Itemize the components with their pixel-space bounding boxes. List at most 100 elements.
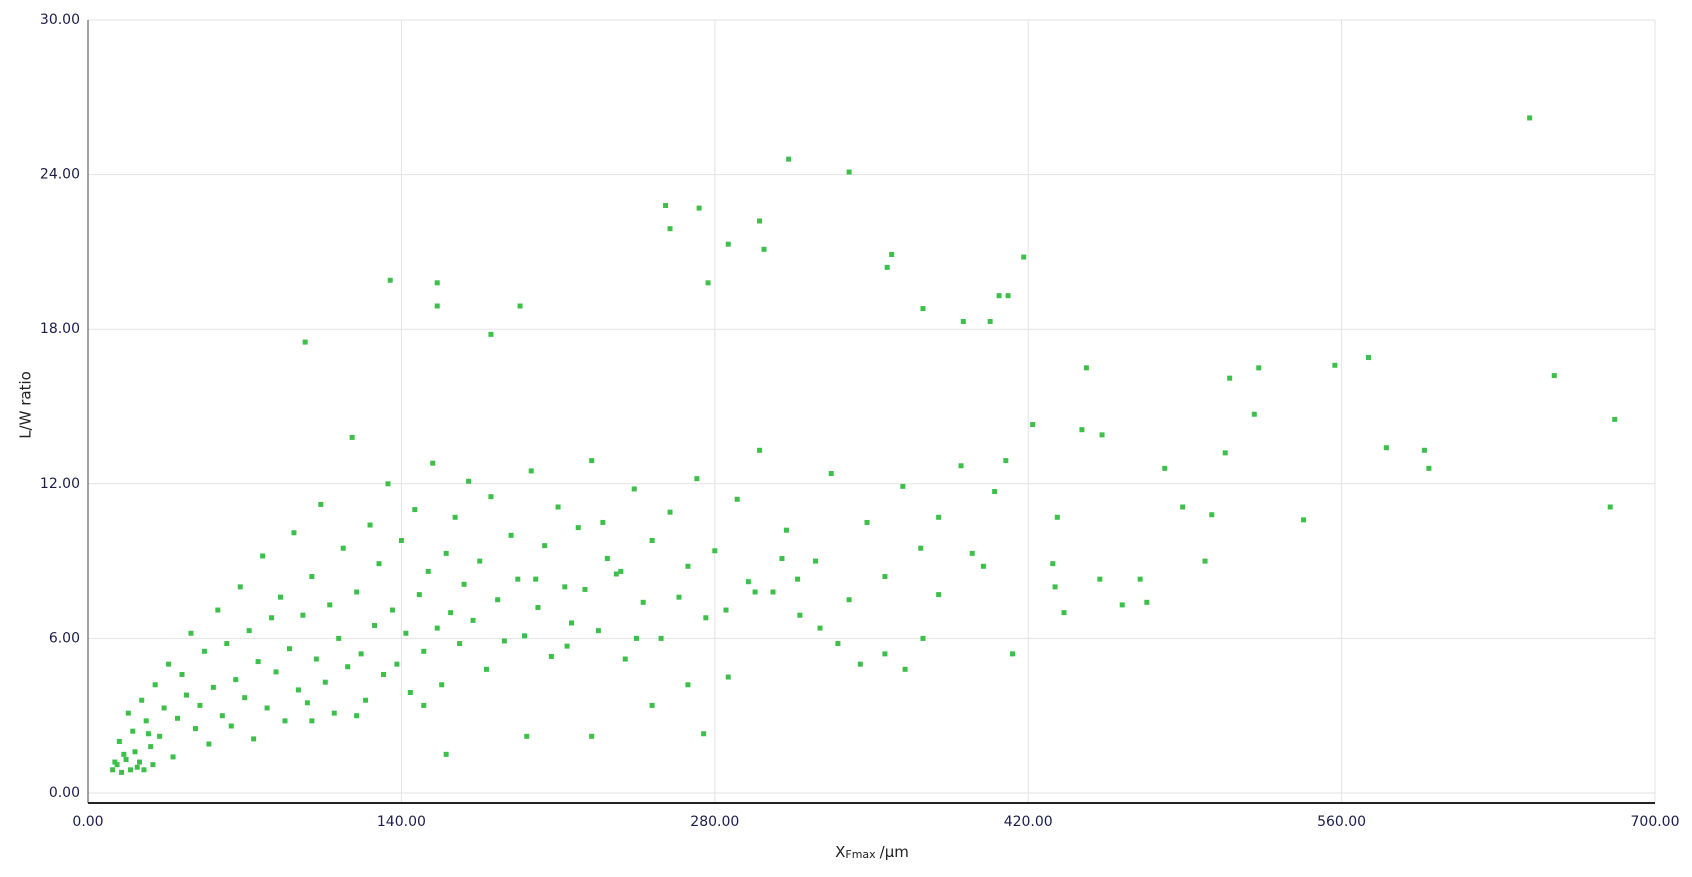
point xyxy=(797,612,803,618)
point xyxy=(1301,517,1307,523)
point xyxy=(649,537,655,543)
point xyxy=(936,514,942,520)
point xyxy=(148,744,154,750)
point xyxy=(882,651,888,657)
point xyxy=(345,664,351,670)
point xyxy=(380,671,386,677)
point xyxy=(667,226,673,232)
point xyxy=(443,550,449,556)
point xyxy=(987,318,993,324)
point xyxy=(367,522,373,528)
point xyxy=(403,630,409,636)
point xyxy=(358,651,364,657)
point xyxy=(461,581,467,587)
point xyxy=(889,251,895,257)
point xyxy=(676,594,682,600)
point xyxy=(969,550,975,556)
point xyxy=(286,646,292,652)
point xyxy=(533,576,539,582)
point xyxy=(425,568,431,574)
point xyxy=(349,434,355,440)
point xyxy=(1005,293,1011,299)
x-axis-title-unit: /µm xyxy=(880,843,909,861)
point xyxy=(1030,422,1036,428)
point xyxy=(542,543,548,549)
point xyxy=(795,576,801,582)
x-tick-label: 140.00 xyxy=(377,814,426,830)
point xyxy=(295,687,301,693)
point xyxy=(595,628,601,634)
point xyxy=(522,633,528,639)
point xyxy=(376,561,382,567)
y-tick-label: 12.00 xyxy=(40,476,80,492)
point xyxy=(183,692,189,698)
point xyxy=(1365,355,1371,361)
point xyxy=(515,576,521,582)
point xyxy=(658,635,664,641)
point xyxy=(783,527,789,533)
point xyxy=(141,767,147,773)
point xyxy=(269,615,275,621)
point xyxy=(302,339,308,345)
point xyxy=(725,241,731,247)
point xyxy=(242,695,248,701)
y-tick-label: 24.00 xyxy=(40,167,80,183)
point xyxy=(416,592,422,598)
point xyxy=(667,509,673,515)
point xyxy=(622,656,628,662)
point xyxy=(387,277,393,283)
point xyxy=(569,620,575,626)
point xyxy=(786,156,792,162)
point xyxy=(398,537,404,543)
point xyxy=(864,519,870,525)
point xyxy=(372,623,378,629)
x-tick-label: 560.00 xyxy=(1317,814,1366,830)
point xyxy=(354,589,360,595)
point xyxy=(128,767,134,773)
point xyxy=(291,530,297,536)
point xyxy=(1052,584,1058,590)
point xyxy=(1256,365,1262,371)
point xyxy=(110,767,116,773)
point xyxy=(817,625,823,631)
point xyxy=(197,702,203,708)
point xyxy=(1003,458,1009,464)
point xyxy=(1426,465,1432,471)
y-tick-label: 0.00 xyxy=(49,785,80,801)
point xyxy=(1222,450,1228,456)
x-tick-label: 280.00 xyxy=(690,814,739,830)
point xyxy=(278,594,284,600)
point xyxy=(618,568,624,574)
point xyxy=(501,638,507,644)
point xyxy=(734,496,740,502)
point xyxy=(143,718,149,724)
point xyxy=(1332,362,1338,368)
point xyxy=(394,661,400,667)
y-tick-label: 6.00 xyxy=(49,630,80,646)
point xyxy=(631,486,637,492)
point xyxy=(300,612,306,618)
point xyxy=(1251,411,1257,417)
point xyxy=(900,483,906,489)
x-axis-title-main: X xyxy=(835,843,845,861)
point xyxy=(443,751,449,757)
point xyxy=(633,635,639,641)
point xyxy=(340,545,346,551)
point xyxy=(1144,599,1150,605)
point xyxy=(703,615,709,621)
point xyxy=(434,303,440,309)
point xyxy=(483,666,489,672)
point xyxy=(327,602,333,608)
point xyxy=(228,723,234,729)
point xyxy=(136,759,142,765)
point xyxy=(902,666,908,672)
point xyxy=(1061,610,1067,616)
point xyxy=(752,589,758,595)
point xyxy=(134,764,140,770)
point xyxy=(282,718,288,724)
point xyxy=(273,669,279,675)
point xyxy=(260,553,266,559)
point xyxy=(701,731,707,737)
point xyxy=(1162,465,1168,471)
